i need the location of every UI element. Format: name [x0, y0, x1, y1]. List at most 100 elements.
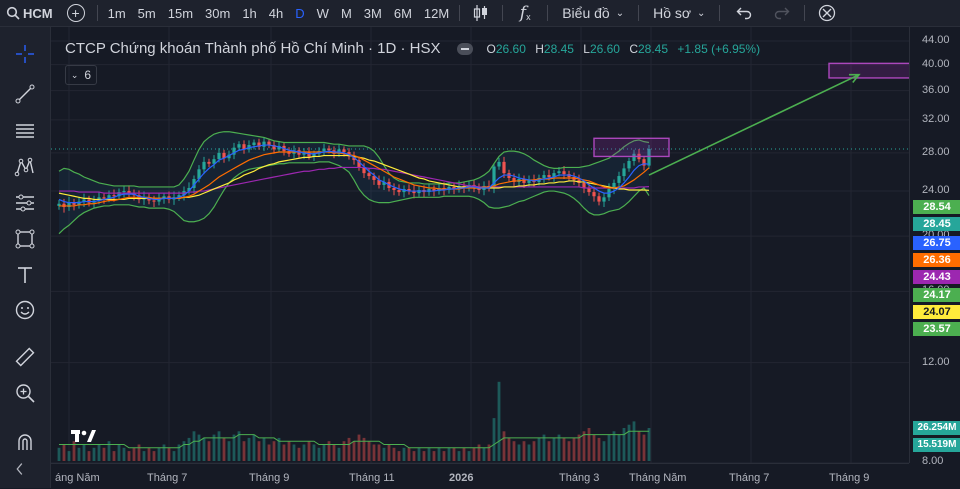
ma-orange-line — [59, 151, 650, 207]
volume-ma-line — [59, 430, 649, 449]
volume-bar — [502, 431, 506, 461]
pattern-tool[interactable] — [10, 152, 40, 182]
divider — [719, 5, 721, 21]
text-tool[interactable] — [10, 260, 40, 290]
candle-body — [57, 203, 61, 206]
divider — [459, 5, 461, 21]
interval-1h[interactable]: 1h — [242, 5, 257, 21]
candle-body — [497, 161, 501, 167]
volume-bar — [452, 447, 456, 461]
volume-bar — [277, 437, 281, 461]
volume-bar — [237, 431, 241, 461]
interval-W[interactable]: W — [316, 5, 329, 21]
ohlc-values: O26.60 H28.45 L26.60 C28.45 +1.85 (+6.95… — [487, 42, 767, 56]
time-tick: Tháng Năm — [629, 472, 687, 484]
drawings[interactable] — [593, 62, 909, 176]
price-tick: 32.00 — [922, 112, 950, 125]
ma-blue-line — [58, 144, 650, 204]
chart-type-menu[interactable]: Biểu đồ ⌄ — [552, 0, 634, 26]
horizontal-lines-icon — [16, 124, 34, 138]
volume-bar — [92, 447, 96, 461]
volume-bar — [627, 424, 631, 461]
time-tick: 2026 — [449, 472, 474, 484]
candle-body — [162, 196, 166, 199]
candle-body — [372, 176, 376, 180]
time-tick: Tháng 9 — [249, 472, 290, 484]
volume-bar — [577, 434, 581, 461]
interval-1m[interactable]: 1m — [107, 5, 126, 21]
drawing-toolbar — [0, 27, 51, 488]
volume-bar — [482, 447, 486, 461]
undo-icon[interactable] — [724, 0, 764, 26]
candles-icon[interactable] — [464, 0, 498, 26]
candle-body — [597, 196, 601, 202]
volume-bar — [137, 444, 141, 461]
search-icon[interactable] — [6, 6, 20, 20]
volume-bar — [127, 451, 131, 461]
profile-menu[interactable]: Hồ sơ ⌄ — [643, 0, 715, 26]
candle-body — [217, 152, 221, 160]
symbol-name[interactable]: HCM — [23, 5, 53, 21]
emoji-tool[interactable] — [10, 295, 40, 325]
interval-15m[interactable]: 15m — [167, 5, 194, 21]
candle-body — [397, 190, 401, 193]
candle-body — [382, 181, 386, 185]
interval-3M[interactable]: 3M — [363, 5, 382, 21]
volume-bar — [312, 444, 316, 461]
change-value: +1.85 (+6.95%) — [677, 41, 761, 56]
candle-body — [392, 187, 396, 191]
trend-line-icon — [15, 84, 35, 104]
candle-body — [212, 159, 216, 164]
collapse-toolbar[interactable] — [10, 454, 30, 484]
volume-bar — [587, 428, 591, 461]
chevron-down-icon: ⌄ — [615, 7, 625, 19]
candle-body — [127, 191, 131, 194]
chart-pane[interactable] — [51, 27, 909, 463]
open-value: 26.60 — [495, 41, 526, 56]
price-axis[interactable]: 44.0040.0036.0032.0028.0024.0020.0016.00… — [909, 27, 960, 467]
candle-body — [642, 159, 646, 166]
interval-D[interactable]: D — [295, 5, 305, 21]
zoom-tool[interactable] — [10, 378, 40, 408]
volume-bar — [567, 441, 571, 461]
collapse-legend-button[interactable] — [456, 42, 473, 55]
fib-tool[interactable] — [10, 116, 40, 146]
candle-body — [622, 168, 626, 177]
bollinger-upper-line — [58, 131, 650, 188]
interval-4h[interactable]: 4h — [268, 5, 284, 21]
open-key: O — [486, 41, 496, 56]
redo-icon[interactable] — [764, 0, 800, 26]
candle-body — [267, 141, 271, 146]
candle-body — [612, 182, 616, 189]
interval-30m[interactable]: 30m — [205, 5, 231, 21]
volume-bar — [62, 444, 66, 461]
interval-group: 1m 5m 15m 30m 1h 4h D W M 3M 6M 12M — [102, 0, 456, 26]
candle-body — [407, 188, 411, 192]
chart-legend: CTCP Chứng khoán Thành phố Hồ Chí Minh ·… — [65, 40, 766, 57]
interval-5m[interactable]: 5m — [137, 5, 156, 21]
trend-line-tool[interactable] — [10, 79, 40, 109]
camera-icon[interactable] — [809, 0, 845, 26]
volume-bar — [117, 444, 121, 461]
forecast-tool[interactable] — [10, 188, 40, 218]
magnet-tool[interactable] — [10, 427, 40, 457]
pattern-icon — [14, 157, 34, 177]
interval-12M[interactable]: 12M — [423, 5, 450, 21]
volume-bar — [287, 441, 291, 461]
crosshair-tool[interactable] — [10, 39, 40, 69]
shape-tool[interactable] — [10, 224, 40, 254]
measure-tool[interactable] — [10, 342, 40, 372]
interval-M[interactable]: M — [340, 5, 352, 21]
time-tick: Tháng 7 — [147, 472, 188, 484]
volume-bar — [317, 447, 321, 461]
add-symbol-button[interactable]: + — [66, 4, 85, 22]
indicators-toggle[interactable]: ⌄ 6 — [65, 65, 97, 85]
time-axis[interactable]: áng Năm Tháng 7 Tháng 9 Tháng 11 2026 Tháng 3… — [51, 463, 909, 489]
volume-bar — [247, 437, 251, 461]
interval-6M[interactable]: 6M — [393, 5, 412, 21]
volume-bar — [372, 444, 376, 461]
volume-bar — [352, 441, 356, 461]
volume-bar — [242, 441, 246, 461]
price-tick: 36.00 — [922, 83, 950, 96]
